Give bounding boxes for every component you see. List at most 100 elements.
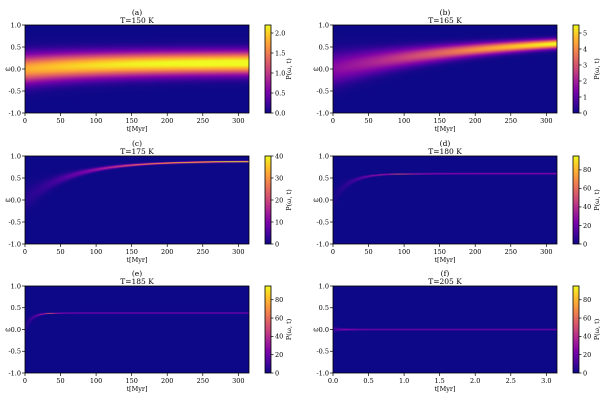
x-tick-label: 50 <box>364 117 372 125</box>
heatmap-image <box>333 156 557 244</box>
x-tick-label: 0 <box>23 248 27 256</box>
panel-title: T=175 K <box>120 147 154 156</box>
panel-letter: (a) <box>132 8 142 17</box>
colorbar-tick-label: 2 <box>583 77 587 85</box>
colorbar <box>265 156 271 244</box>
x-tick-label: 2.0 <box>470 377 480 385</box>
colorbar-tick-label: 0 <box>275 369 279 377</box>
colorbar-tick-label: 40 <box>275 152 283 160</box>
y-tick-label: 0.5 <box>319 174 329 182</box>
colorbar-tick-label: 1.0 <box>275 69 285 77</box>
x-tick-label: 150 <box>125 117 137 125</box>
x-tick-label: 200 <box>161 117 173 125</box>
panel-title: T=165 K <box>428 16 462 25</box>
colorbar-tick-label: 1 <box>583 93 587 101</box>
x-axis-label: t[Myr] <box>126 125 147 133</box>
colorbar-tick-label: 0.5 <box>275 89 285 97</box>
heatmap-image <box>25 156 249 244</box>
panel-letter: (b) <box>440 8 451 17</box>
x-tick-label: 50 <box>364 248 372 256</box>
colorbar-frame <box>572 155 580 245</box>
x-tick-label: 300 <box>232 377 244 385</box>
y-tick-label: 1.0 <box>11 152 21 160</box>
colorbar <box>573 286 579 373</box>
colorbar-label: P(ω, t) <box>285 58 293 80</box>
y-tick-label: 1.0 <box>11 282 21 290</box>
x-axis-label: t[Myr] <box>434 125 455 133</box>
x-tick-label: 200 <box>161 248 173 256</box>
panel-letter: (e) <box>132 269 142 278</box>
x-tick-label: 150 <box>433 248 445 256</box>
colorbar-tick-label: 20 <box>275 351 283 359</box>
y-tick-label: 0.5 <box>11 304 21 312</box>
y-tick-label: -1.0 <box>316 240 329 248</box>
y-tick-label: -1.0 <box>8 240 21 248</box>
y-axis-label: ω <box>5 196 10 204</box>
y-axis-label: ω <box>313 326 318 334</box>
colorbar-label: P(ω, t) <box>593 58 600 80</box>
colorbar-tick-label: 80 <box>583 166 591 174</box>
panel-letter: (c) <box>132 139 142 148</box>
x-tick-label: 100 <box>90 377 102 385</box>
colorbar-label: P(ω, t) <box>593 318 600 340</box>
panel-title: T=150 K <box>120 16 154 25</box>
colorbar-tick-label: 20 <box>275 196 283 204</box>
colorbar-tick-label: 3 <box>583 61 587 69</box>
x-tick-label: 200 <box>469 248 481 256</box>
y-tick-label: -0.5 <box>316 218 329 226</box>
x-tick-label: 100 <box>90 248 102 256</box>
colorbar-tick-label: 0 <box>275 240 279 248</box>
x-tick-label: 100 <box>398 248 410 256</box>
colorbar-tick-label: 30 <box>275 174 283 182</box>
y-tick-label: -1.0 <box>8 109 21 117</box>
y-tick-label: 0.5 <box>319 304 329 312</box>
panel-3: 0 50 100 150 200 250 300-1.0-0.50.00.51.0t[Myr… <box>313 139 600 264</box>
y-tick-label: 1.0 <box>319 282 329 290</box>
x-tick-label: 200 <box>161 377 173 385</box>
panel-5: 0.0 0.5 1.0 1.5 2.0 2.5 3.0 -1.0 -0.5 0.0 0.5 1.0 t[… <box>313 269 600 393</box>
heatmap-image <box>333 25 557 113</box>
heatmap-image <box>25 286 249 373</box>
colorbar <box>265 25 271 113</box>
y-tick-label: -0.5 <box>8 218 21 226</box>
x-tick-label: 1.0 <box>399 377 409 385</box>
x-tick-label: 300 <box>232 248 244 256</box>
y-tick-label: 1.0 <box>319 152 329 160</box>
colorbar-frame <box>264 285 272 374</box>
panel-0: 0 50 100 150 200 250 300 -1.0 -0.5 0.0 0.5 1.0 t[Myr… <box>5 8 293 133</box>
colorbar-tick-label: 60 <box>275 314 283 322</box>
panel-title: T=180 K <box>428 147 462 156</box>
colorbar <box>265 286 271 373</box>
panel-2: 0 50 100 150 200 250 300-1.0-0.50.00.51.0t[Myr… <box>5 139 293 264</box>
colorbar-tick-label: 5 <box>583 29 587 37</box>
y-axis-label: ω <box>5 65 10 73</box>
x-tick-label: 250 <box>505 117 517 125</box>
panel-title: T=205 K <box>428 277 462 286</box>
colorbar-tick-label: 0 <box>583 369 587 377</box>
x-tick-label: 250 <box>197 117 209 125</box>
x-tick-label: 150 <box>433 117 445 125</box>
x-axis-label: t[Myr] <box>434 385 455 393</box>
x-tick-label: 200 <box>469 117 481 125</box>
y-tick-label: 0.0 <box>11 196 21 204</box>
x-tick-label: 300 <box>540 117 552 125</box>
colorbar-tick-label: 0.0 <box>275 109 285 117</box>
x-tick-label: 250 <box>197 377 209 385</box>
colorbar-frame <box>572 285 580 374</box>
x-tick-label: 50 <box>56 377 64 385</box>
y-tick-label: -0.5 <box>316 87 329 95</box>
x-tick-label: 150 <box>125 377 137 385</box>
colorbar-tick-label: 20 <box>583 222 591 230</box>
y-tick-label: -1.0 <box>8 369 21 377</box>
panel-letter: (d) <box>440 139 451 148</box>
x-tick-label: 0 <box>23 377 27 385</box>
panel-4: 0 50 100 150 200 250 300-1.0-0.50.00.51.0t[Myr… <box>5 269 293 393</box>
y-tick-label: -0.5 <box>8 348 21 356</box>
colorbar-tick-label: 0 <box>583 109 587 117</box>
colorbar-label: P(ω, t) <box>285 318 293 340</box>
x-tick-label: 0.0 <box>328 377 338 385</box>
colorbar-tick-label: 20 <box>583 351 591 359</box>
heatmap-image <box>333 286 557 373</box>
x-axis-label: t[Myr] <box>126 385 147 393</box>
colorbar-frame <box>264 24 272 114</box>
